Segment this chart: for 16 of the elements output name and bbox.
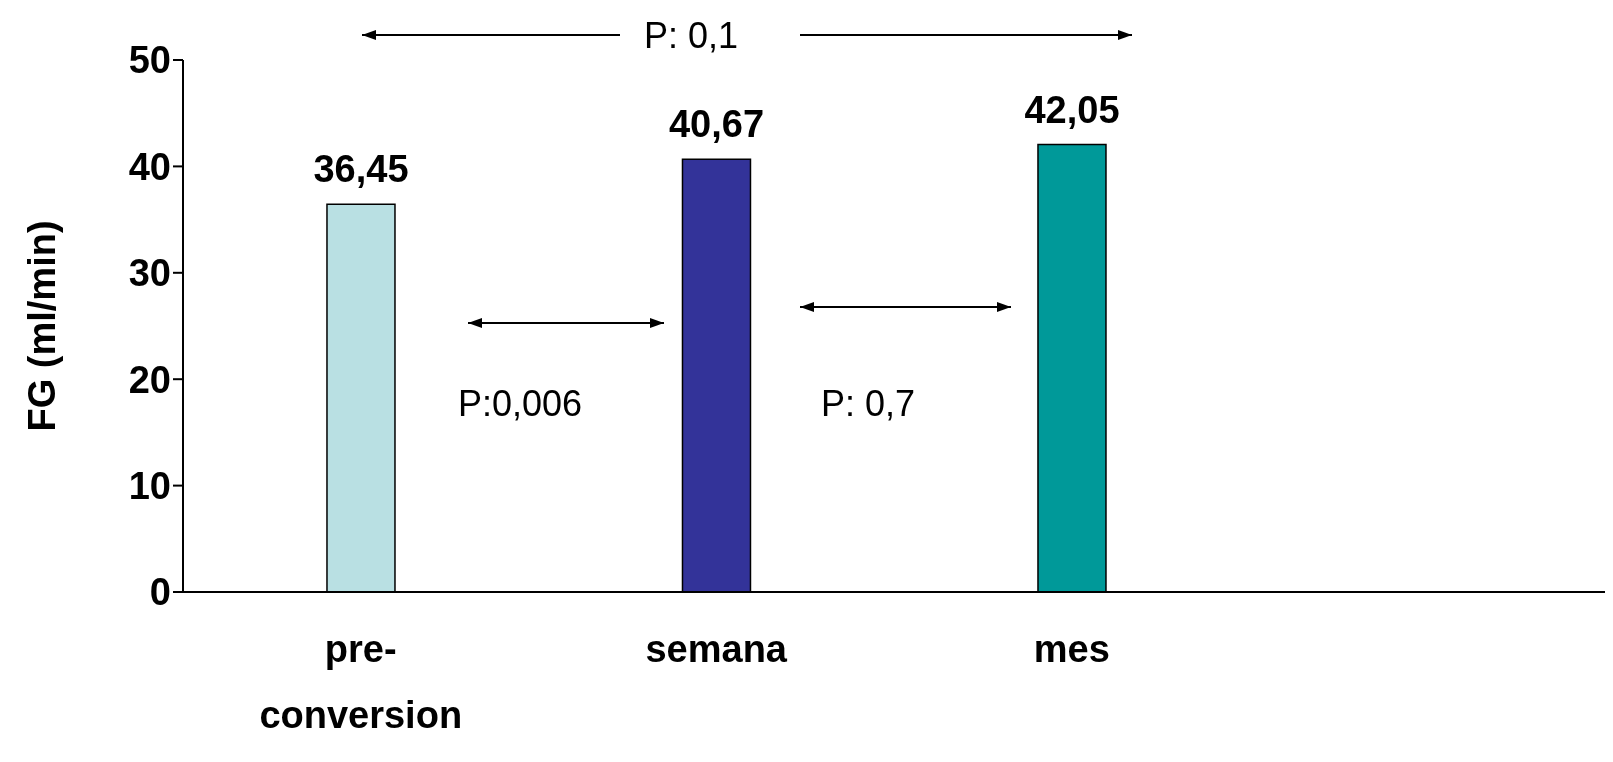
annotation: P:0,006 [458,383,583,424]
y-tick-label: 40 [128,145,171,188]
data-label: 40,67 [668,103,765,146]
data-label: 36,45 [313,148,409,191]
x-tick-label: pre-conversion [259,628,463,736]
y-tick-label: 30 [128,252,171,295]
y-tick-label: 20 [128,358,171,401]
text: P: 0,1 [643,15,739,56]
y-tick-label: 0 [149,571,171,614]
y-axis-title: FG (ml/min) [21,220,64,432]
data-label: 42,05 [1024,88,1120,131]
x-tick-label: semana [645,628,788,670]
y-tick-label: 50 [128,39,171,82]
annotation: P: 0,7 [821,383,916,424]
x-tick-label: mes [1033,628,1110,670]
y-tick-label: 10 [128,465,171,508]
